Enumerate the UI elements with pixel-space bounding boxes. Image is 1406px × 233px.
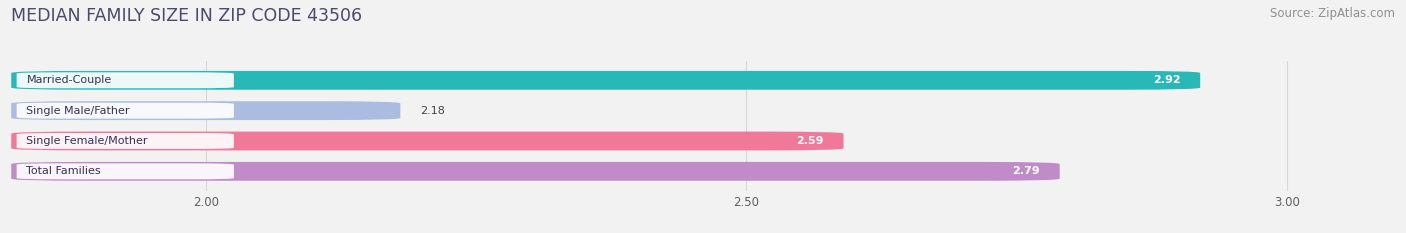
- FancyBboxPatch shape: [17, 103, 233, 119]
- Text: 2.92: 2.92: [1153, 75, 1181, 85]
- Text: Married-Couple: Married-Couple: [27, 75, 111, 85]
- FancyBboxPatch shape: [17, 133, 233, 149]
- Text: 2.18: 2.18: [420, 106, 444, 116]
- Text: 2.79: 2.79: [1012, 166, 1040, 176]
- FancyBboxPatch shape: [11, 132, 844, 150]
- FancyBboxPatch shape: [11, 101, 401, 120]
- Text: 2.59: 2.59: [797, 136, 824, 146]
- Text: MEDIAN FAMILY SIZE IN ZIP CODE 43506: MEDIAN FAMILY SIZE IN ZIP CODE 43506: [11, 7, 363, 25]
- Text: Source: ZipAtlas.com: Source: ZipAtlas.com: [1270, 7, 1395, 20]
- Text: Single Female/Mother: Single Female/Mother: [27, 136, 148, 146]
- Text: Total Families: Total Families: [27, 166, 101, 176]
- Text: Single Male/Father: Single Male/Father: [27, 106, 129, 116]
- FancyBboxPatch shape: [11, 162, 1060, 181]
- FancyBboxPatch shape: [11, 71, 1201, 90]
- FancyBboxPatch shape: [17, 163, 233, 179]
- FancyBboxPatch shape: [17, 72, 233, 88]
